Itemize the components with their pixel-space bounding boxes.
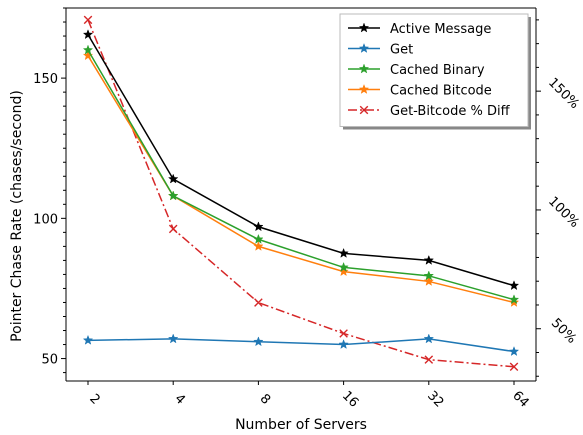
data-point-active-message <box>508 280 520 291</box>
data-point-get <box>423 333 435 344</box>
y2-tick-label: 100% <box>545 194 582 231</box>
series-get <box>82 333 520 357</box>
data-point-get <box>82 334 94 345</box>
x-tick-label: 2 <box>86 391 102 407</box>
x-tick-label: 16 <box>339 388 361 410</box>
data-point-cached-binary <box>167 190 179 201</box>
x-tick-label: 32 <box>424 388 446 410</box>
y-tick-label: 50 <box>41 353 58 368</box>
legend-marker <box>358 63 370 74</box>
data-point-get <box>508 346 520 357</box>
data-point-get-bitcode-diff <box>254 298 263 307</box>
series-get-bitcode-diff <box>83 15 519 372</box>
legend-entry-label: Get-Bitcode % Diff <box>390 104 511 119</box>
data-point-cached-bitcode <box>508 296 520 307</box>
series-line-cached-binary <box>87 49 515 301</box>
data-point-get <box>338 339 349 349</box>
axes-layer <box>65 7 537 382</box>
data-point-get-bitcode-diff <box>339 329 348 338</box>
data-point-cached-binary <box>338 261 349 272</box>
data-point-cached-binary <box>253 233 264 244</box>
data-point-active-message <box>338 247 349 258</box>
data-point-get-bitcode-diff <box>83 15 93 25</box>
legend-entry-label: Active Message <box>390 22 491 37</box>
legend: Active Message Get Cached Binary Cached Bit… <box>339 13 531 130</box>
y2-tick-label: 150% <box>545 75 582 112</box>
legend-entry-label: Cached Bitcode <box>390 84 492 99</box>
legend-marker <box>359 105 369 115</box>
y2-tick-label: 50% <box>548 316 579 347</box>
series-line-get-bitcode-diff <box>87 19 515 368</box>
data-point-cached-binary <box>423 270 435 281</box>
x-tick-label: 4 <box>171 391 187 407</box>
y-axis-label: Pointer Chase Rate (chases/second) <box>9 90 25 342</box>
data-point-cached-bitcode <box>82 50 94 61</box>
y-tick-label: 100 <box>33 212 58 227</box>
data-point-get-bitcode-diff <box>509 362 519 372</box>
series-line-get <box>87 338 515 353</box>
data-point-active-message <box>423 254 435 265</box>
legend-marker <box>358 22 370 33</box>
series-active-message <box>82 29 520 291</box>
data-point-active-message <box>253 221 264 232</box>
x-tick-label: 64 <box>509 388 531 410</box>
y-tick-label: 150 <box>33 72 58 87</box>
data-point-cached-binary <box>82 44 94 55</box>
data-point-cached-bitcode <box>338 266 349 277</box>
data-point-cached-bitcode <box>253 240 264 251</box>
legend-marker <box>358 83 370 94</box>
data-point-active-message <box>82 29 94 40</box>
x-tick-label: 8 <box>257 391 273 407</box>
series-layer <box>82 15 520 372</box>
data-point-cached-bitcode <box>423 275 435 286</box>
data-point-get <box>167 333 179 344</box>
series-line-active-message <box>87 34 515 287</box>
x-axis-label: Number of Servers <box>235 417 367 433</box>
data-point-active-message <box>167 173 179 184</box>
legend-marker <box>358 42 370 53</box>
data-point-get <box>253 336 264 347</box>
legend-entry-label: Cached Binary <box>390 63 485 78</box>
legend-entry-label: Get <box>390 43 413 58</box>
data-point-cached-binary <box>508 294 520 305</box>
legend-box <box>339 13 529 127</box>
data-point-get-bitcode-diff <box>168 224 178 234</box>
data-point-get-bitcode-diff <box>424 355 434 364</box>
series-cached-binary <box>82 44 520 305</box>
